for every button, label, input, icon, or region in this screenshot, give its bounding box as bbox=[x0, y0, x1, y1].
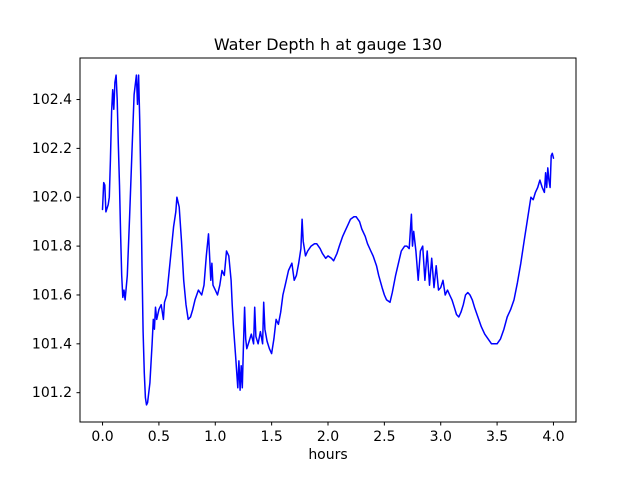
x-tick-label: 3.0 bbox=[430, 429, 452, 445]
y-tick-label: 102.4 bbox=[32, 92, 72, 108]
x-axis-ticks: 0.0 0.5 1.0 1.5 2.0 2.5 3.0 3.5 4.0 bbox=[91, 422, 565, 445]
x-axis-label: hours bbox=[308, 447, 347, 463]
y-axis-ticks: 101.2 101.4 101.6 101.8 102.0 102.2 102.4 bbox=[32, 92, 80, 401]
x-tick-label: 0.5 bbox=[148, 429, 170, 445]
y-tick-label: 101.8 bbox=[32, 239, 72, 255]
x-tick-label: 4.0 bbox=[542, 429, 564, 445]
y-tick-label: 101.4 bbox=[32, 336, 72, 352]
x-tick-label: 0.0 bbox=[91, 429, 113, 445]
y-tick-label: 101.2 bbox=[32, 385, 72, 401]
plot-area bbox=[79, 57, 577, 423]
x-tick-label: 3.5 bbox=[486, 429, 508, 445]
x-tick-label: 1.0 bbox=[204, 429, 226, 445]
y-tick-label: 101.6 bbox=[32, 287, 72, 303]
water-depth-series-line bbox=[101, 74, 555, 406]
y-tick-label: 102.0 bbox=[32, 190, 72, 206]
x-tick-label: 2.0 bbox=[317, 429, 339, 445]
chart-title: Water Depth h at gauge 130 bbox=[214, 35, 442, 54]
y-tick-label: 102.2 bbox=[32, 141, 72, 157]
x-tick-label: 1.5 bbox=[261, 429, 283, 445]
x-tick-label: 2.5 bbox=[373, 429, 395, 445]
